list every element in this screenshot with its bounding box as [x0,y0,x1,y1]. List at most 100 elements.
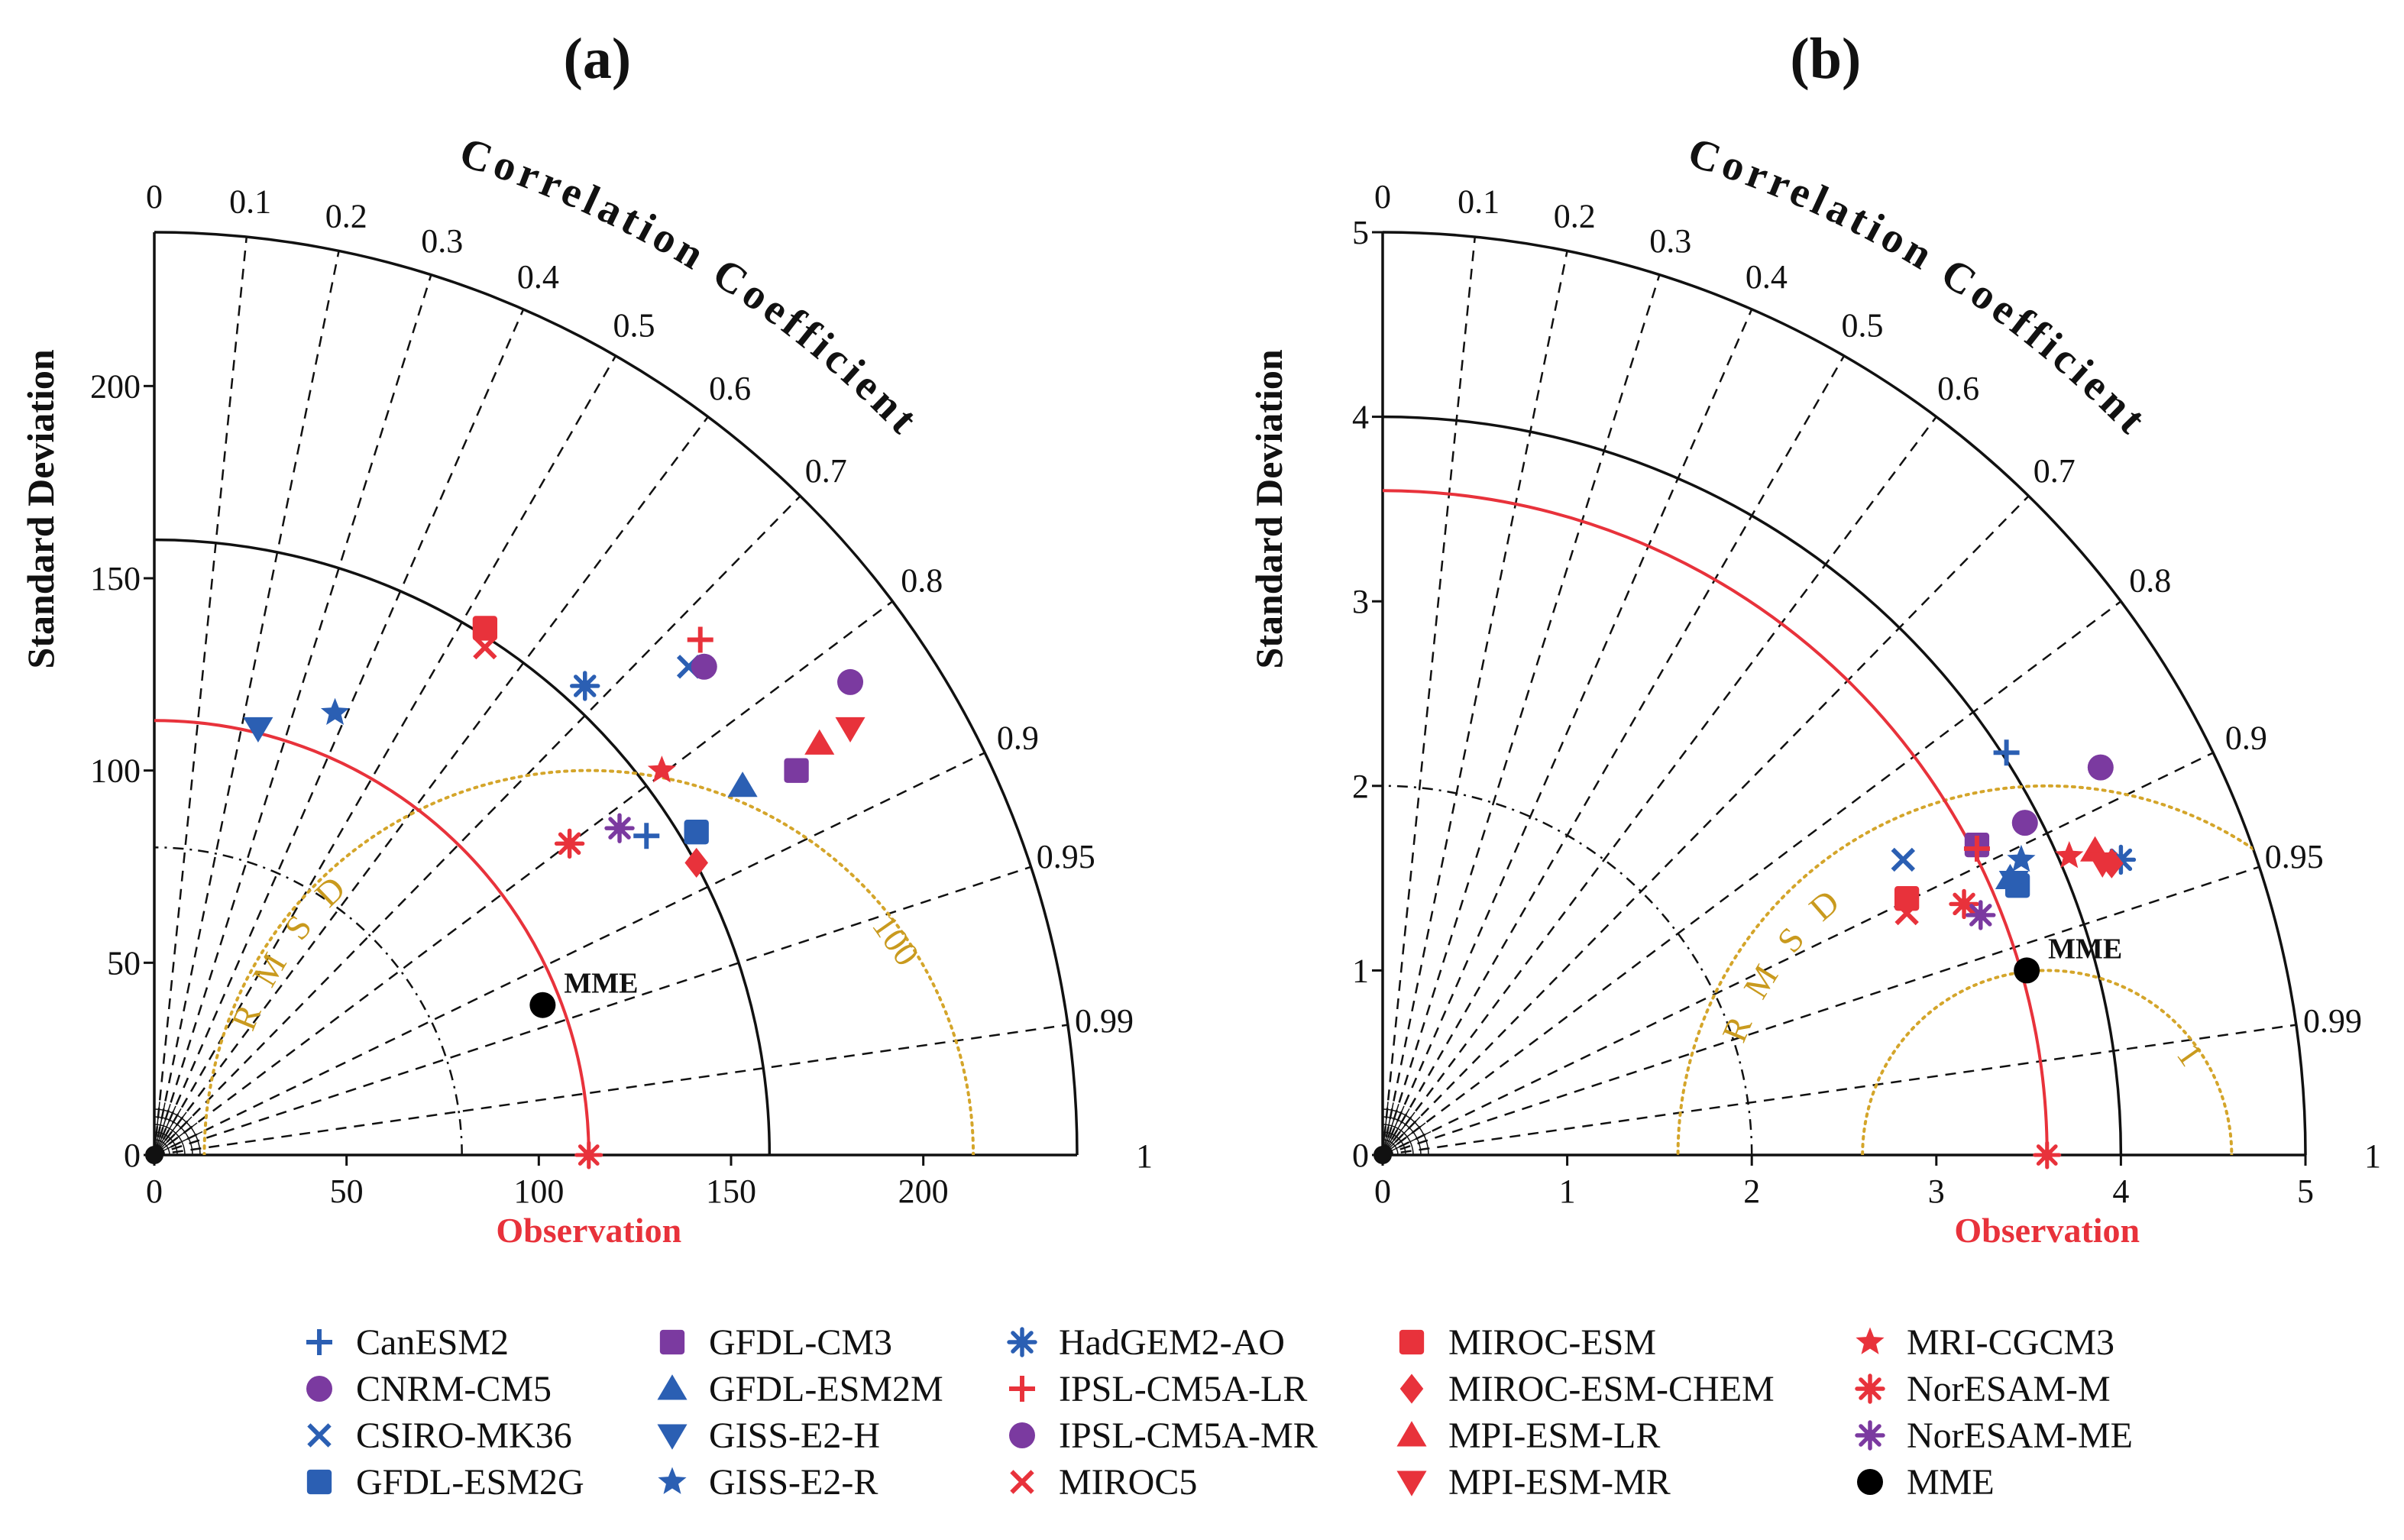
origin-fine-arc [1382,1116,1422,1156]
correlation-tick-label: 0.1 [229,183,271,220]
point-mpi-esm-mr [835,717,866,742]
outer-arc [154,231,1079,1156]
correlation-tick-label: 0.99 [1075,1002,1134,1040]
legend-item: NorESAM-M [1855,1369,2111,1409]
std-dev-arc [154,538,772,1156]
x-tick-label: 4 [2112,1173,2129,1210]
correlation-tick-label: 0.3 [1649,222,1691,260]
legend-marker [1399,1329,1425,1355]
x-tick-label: 50 [330,1173,364,1210]
legend-label: NorESAM-M [1907,1369,2111,1409]
correlation-ray [153,251,340,1156]
correlation-tick-label: 0 [1374,178,1391,215]
x-axis-title: Observation [496,1211,681,1250]
panel-label: (b) [1790,27,1861,91]
correlation-ray [153,274,432,1156]
legend-item: GISS-E2-H [657,1415,880,1456]
legend-label: MPI-ESM-MR [1448,1462,1671,1503]
rmsd-arc-label: 100 [865,907,927,973]
legend-label: MIROC5 [1059,1462,1197,1503]
legend-label: CSIRO-MK36 [356,1415,572,1456]
origin-dot [145,1146,163,1164]
correlation-ray [1382,416,1937,1156]
y-tick-label: 0 [124,1137,141,1174]
mme-label: MME [2048,933,2122,965]
correlation-tick-label: 0.99 [2303,1002,2362,1040]
correlation-ray [153,416,709,1156]
legend-marker [1857,1469,1883,1495]
correlation-tick-label: 0.2 [1554,197,1596,235]
point-noresam-m [554,828,585,859]
point-noresam-m [1949,888,1979,920]
correlation-tick-label: 0.7 [2034,452,2076,490]
legend-item: MPI-ESM-MR [1396,1462,1671,1503]
correlation-tick-label: 0.2 [325,197,367,235]
x-tick-label: 150 [706,1173,756,1210]
correlation-tick-label: 0.9 [997,720,1039,757]
point-cnrm-cm5 [691,653,717,680]
point-gfdl-esm2g [684,820,709,845]
legend-marker [307,1423,332,1448]
legend-item: CanESM2 [306,1322,509,1363]
correlation-ray [154,1024,1069,1157]
correlation-tick-label: 0.5 [613,306,655,344]
correlation-tick-label: 0 [146,178,163,215]
legend-label: CNRM-CM5 [356,1369,552,1409]
point-mme [529,992,556,1018]
correlation-tick-label: 0.95 [2265,838,2324,875]
legend-label: MIROC-ESM-CHEM [1448,1369,1775,1409]
point-csiro-mk36 [1891,847,1916,872]
y-axis-title: Standard Deviation [19,349,62,668]
correlation-ray [153,309,525,1156]
point-miroc-esm-chem [2100,848,2124,878]
legend-label: IPSL-CM5A-LR [1059,1369,1307,1409]
rmsd-axis-title: R M S D [1714,877,1852,1047]
correlation-ray [154,600,894,1157]
x-tick-label: 3 [1928,1173,1945,1210]
x-tick-label: 100 [513,1173,564,1210]
correlation-tick-label: 0.1 [1458,183,1500,220]
legend: CanESM2 CNRM-CM5 CSIRO-MK36 GFDL-ESM2G GFDL-… [306,1322,2133,1503]
x-tick-label: 2 [1743,1173,1760,1210]
legend-label: NorESAM-ME [1907,1415,2133,1456]
point-ipsl-cm5a-mr [837,668,864,695]
legend-marker [1396,1470,1427,1496]
y-tick-label: 3 [1352,583,1369,620]
legend-marker [1855,1373,1885,1404]
legend-label: HadGEM2-AO [1059,1322,1285,1363]
correlation-ray [1382,495,2030,1156]
legend-item: MIROC-ESM [1399,1322,1656,1363]
legend-marker [1856,1327,1885,1354]
correlation-tick-label: 0.8 [2129,561,2171,599]
y-tick-label: 4 [1352,399,1369,436]
legend-label: GISS-E2-H [709,1415,880,1456]
origin-fine-arc [154,1124,186,1156]
origin-dot [1373,1146,1392,1164]
legend-item: MRI-CGCM3 [1856,1322,2114,1363]
legend-marker [1009,1422,1035,1448]
origin-fine-arc [154,1108,201,1156]
correlation-tick-label: 0.7 [805,452,847,490]
point-giss-e2-h [1998,870,2029,897]
correlation-ray [1381,355,1846,1156]
legend-item: GFDL-CM3 [659,1322,892,1363]
legend-marker [657,1424,688,1450]
legend-item: GFDL-ESM2M [657,1369,943,1409]
legend-marker [1007,1327,1037,1357]
legend-label: GFDL-CM3 [709,1322,892,1363]
y-tick-label: 2 [1352,768,1369,805]
legend-item: GISS-E2-R [658,1462,878,1503]
legend-marker [1399,1373,1424,1404]
point-noresam-me [1966,900,1996,930]
legend-label: GFDL-ESM2G [356,1462,584,1503]
correlation-tick-label: 0.5 [1842,306,1884,344]
correlation-ray [154,865,1031,1157]
std-dev-arc [154,846,463,1156]
point-giss-e2-r [2007,844,2036,872]
point-hadgem2-ao [570,671,600,701]
legend-label: MPI-ESM-LR [1448,1415,1660,1456]
correlation-ray [1381,274,1661,1156]
point-miroc-esm [472,616,498,641]
point-mpi-esm-lr [804,729,835,755]
y-tick-label: 1 [1352,952,1369,989]
